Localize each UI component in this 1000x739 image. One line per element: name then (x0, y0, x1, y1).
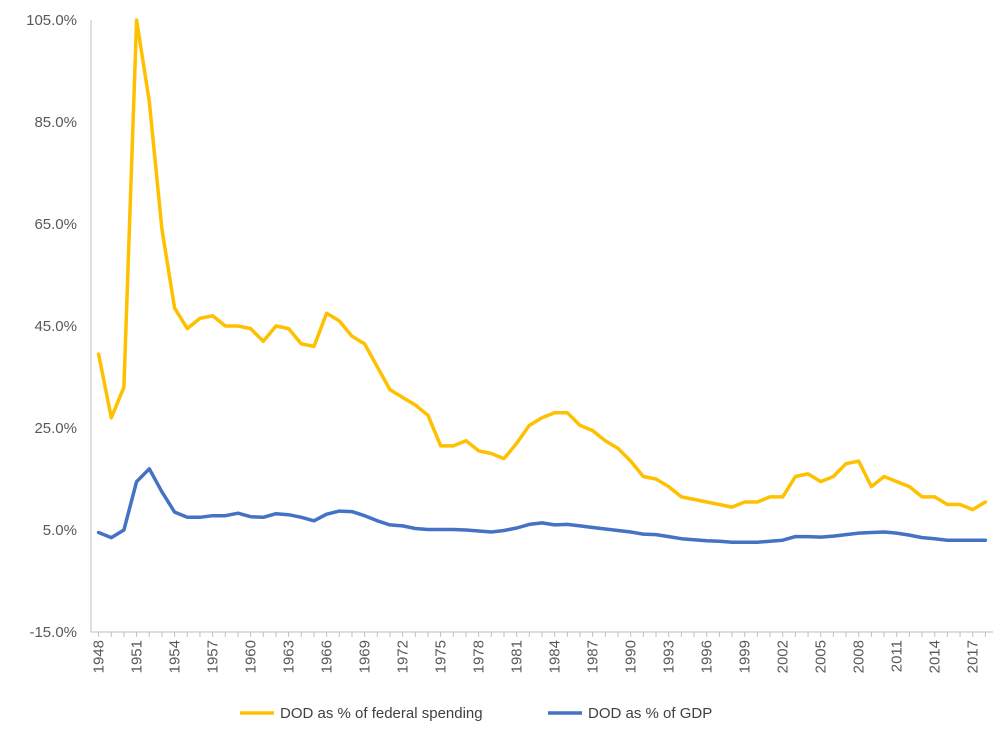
x-tick-label: 1984 (547, 640, 564, 673)
x-axis-tick-labels: 1948 1951 1954 1957 1960 1963 1966 1969 1972 1975… (91, 640, 982, 673)
x-tick-label: 2011 (889, 640, 906, 672)
x-tick-label: 1981 (509, 640, 526, 673)
x-tick-label: 2017 (965, 640, 982, 673)
y-axis-ticks: 105.0% 85.0% 65.0% 45.0% 25.0% 5.0% -15.0% (26, 12, 77, 641)
x-tick-label: 1948 (91, 640, 108, 673)
x-tick-label: 1987 (585, 640, 602, 673)
y-tick-label: 45.0% (34, 318, 77, 335)
x-tick-label: 1957 (205, 640, 222, 673)
legend-label: DOD as % of GDP (588, 705, 712, 722)
x-tick-label: 1960 (243, 640, 260, 673)
series-line-1 (96, 18, 988, 512)
legend-label: DOD as % of federal spending (280, 705, 483, 722)
x-tick-label: 1951 (129, 640, 146, 673)
x-axis-tick-marks (98, 632, 986, 637)
x-tick-label: 1966 (319, 640, 336, 673)
x-tick-label: 1996 (699, 640, 716, 673)
series-line-2 (96, 467, 988, 544)
x-tick-label: 2008 (851, 640, 868, 673)
y-tick-label: 105.0% (26, 12, 77, 29)
y-tick-label: 5.0% (43, 522, 77, 539)
x-tick-label: 1993 (661, 640, 678, 673)
x-tick-label: 1999 (737, 640, 754, 673)
x-tick-label: 2002 (775, 640, 792, 673)
y-tick-label: 65.0% (34, 216, 77, 233)
series-lines (96, 18, 988, 544)
y-tick-label: -15.0% (29, 624, 77, 641)
x-tick-label: 1969 (357, 640, 374, 673)
x-tick-label: 1975 (433, 640, 450, 673)
x-tick-label: 2014 (927, 640, 944, 673)
legend: DOD as % of federal spending DOD as % of … (240, 705, 712, 722)
x-tick-label: 1954 (167, 640, 184, 673)
x-tick-label: 2005 (813, 640, 830, 673)
x-tick-label: 1972 (395, 640, 412, 673)
y-tick-label: 85.0% (34, 114, 77, 131)
x-tick-label: 1978 (471, 640, 488, 673)
y-tick-label: 25.0% (34, 420, 77, 437)
x-tick-label: 1963 (281, 640, 298, 673)
x-tick-label: 1990 (623, 640, 640, 673)
